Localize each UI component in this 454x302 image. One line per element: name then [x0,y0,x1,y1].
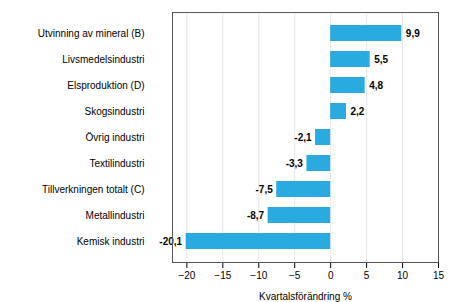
svg-text:Textilindustri: Textilindustri [89,158,144,169]
svg-text:−5: −5 [289,270,301,281]
svg-text:5,5: 5,5 [374,54,388,65]
svg-text:Tillverkningen totalt (C): Tillverkningen totalt (C) [42,184,144,195]
svg-text:-8,7: -8,7 [247,210,265,221]
svg-text:Livsmedelsindustri: Livsmedelsindustri [62,54,144,65]
svg-text:−15: −15 [214,270,231,281]
svg-text:4,8: 4,8 [369,80,383,91]
svg-text:-2,1: -2,1 [294,132,312,143]
svg-text:−20: −20 [178,270,195,281]
svg-text:0: 0 [328,270,334,281]
svg-text:Elsproduktion (D): Elsproduktion (D) [67,80,144,91]
svg-text:Kvartalsförändring %: Kvartalsförändring % [259,291,352,302]
svg-text:-7,5: -7,5 [256,184,274,195]
svg-text:Metallindustri: Metallindustri [86,210,145,221]
svg-text:2,2: 2,2 [350,106,364,117]
svg-text:-3,3: -3,3 [286,158,304,169]
svg-text:15: 15 [433,270,445,281]
svg-text:9,9: 9,9 [406,28,420,39]
svg-text:-20,1: -20,1 [159,236,182,247]
svg-text:Skogsindustri: Skogsindustri [84,106,144,117]
svg-text:−10: −10 [250,270,267,281]
svg-text:10: 10 [397,270,409,281]
svg-text:5: 5 [364,270,370,281]
svg-text:Kemisk industri: Kemisk industri [77,236,145,247]
svg-text:Utvinning av mineral (B): Utvinning av mineral (B) [38,28,145,39]
svg-text:Övrig industri: Övrig industri [86,132,145,143]
